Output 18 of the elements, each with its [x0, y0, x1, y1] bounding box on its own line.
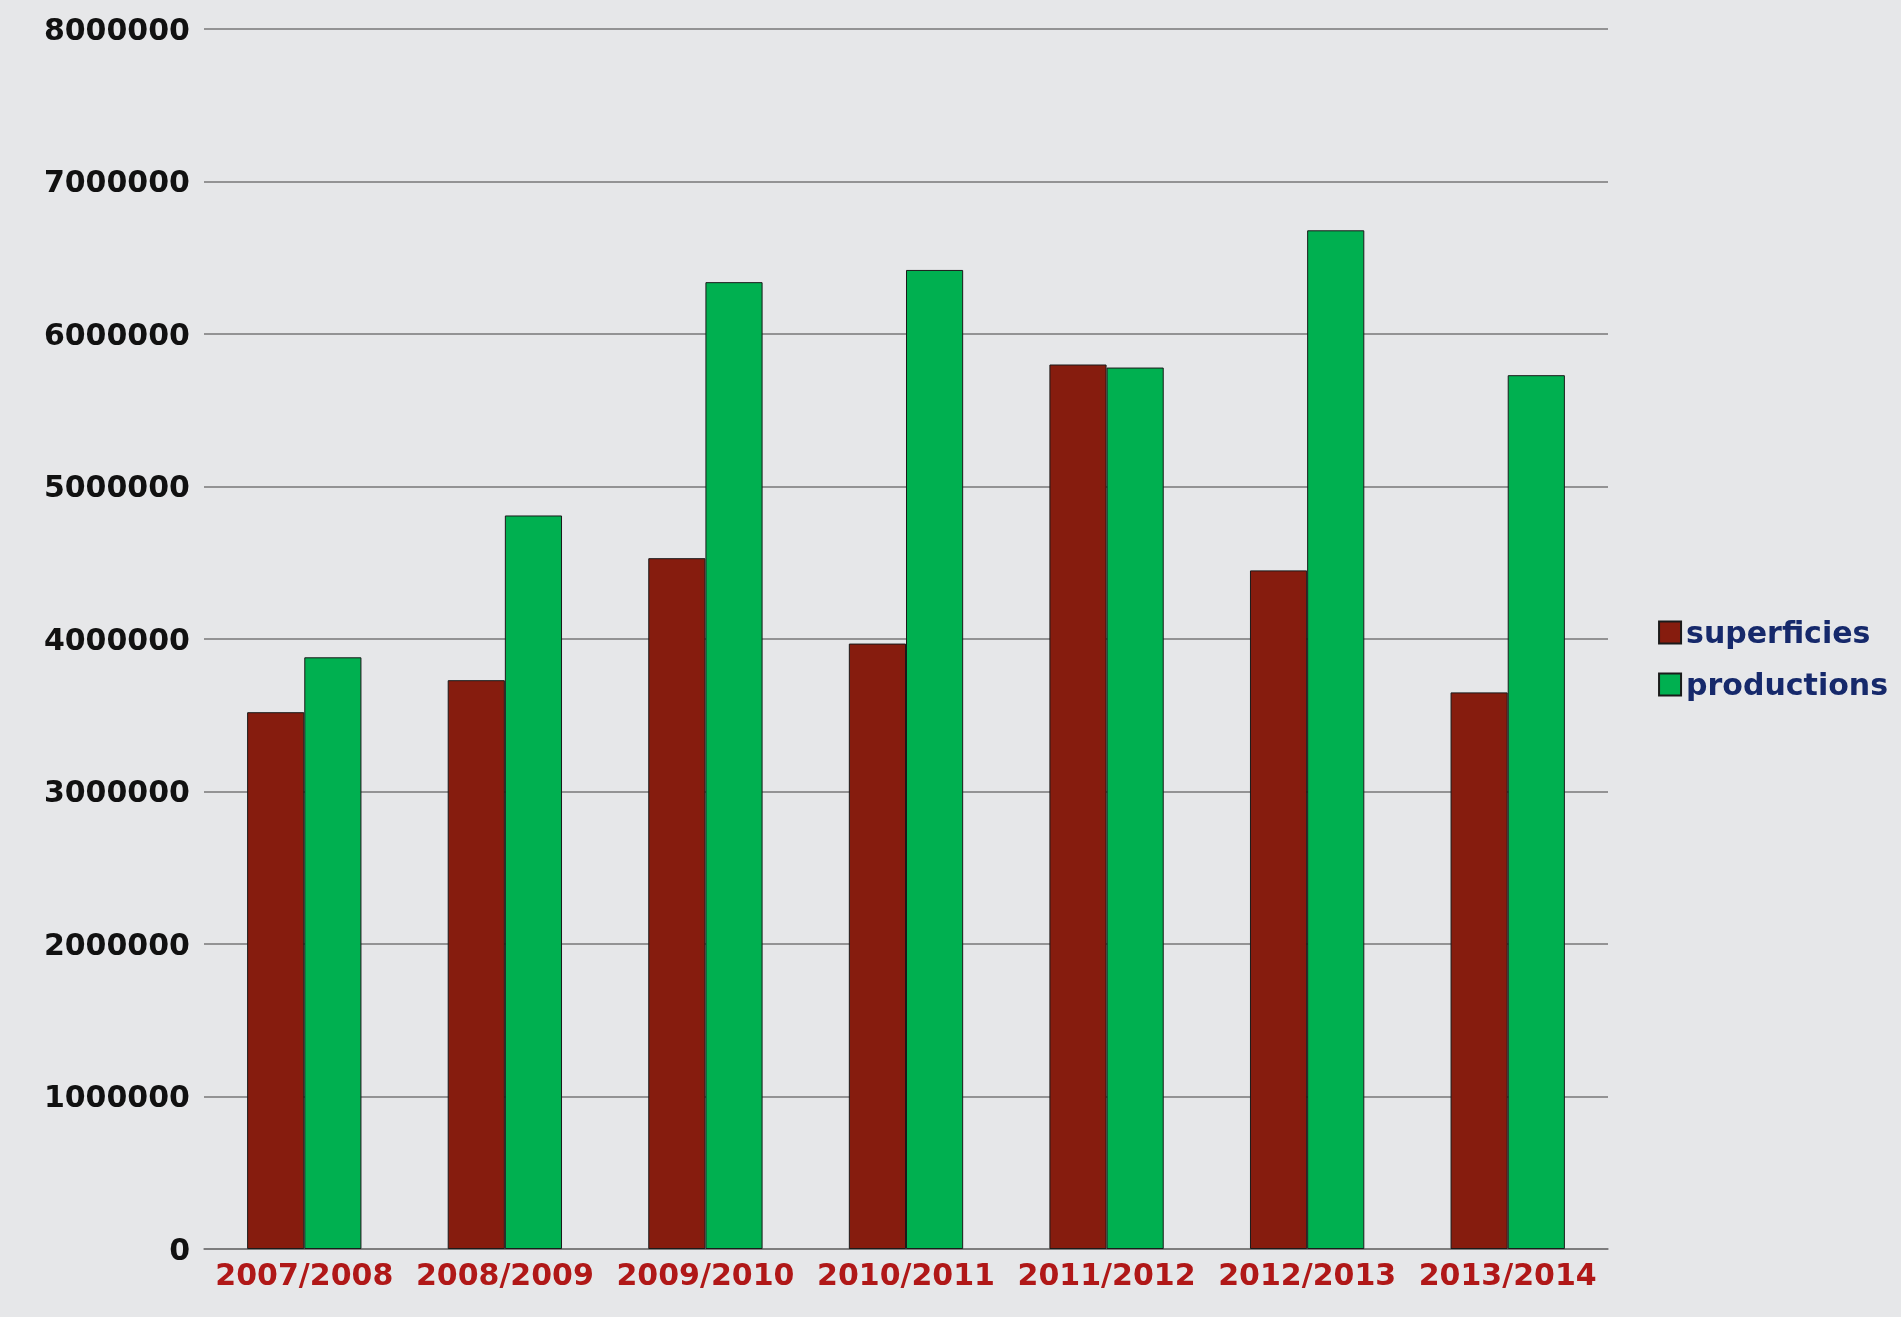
y-tick-label: 4000000	[43, 621, 190, 657]
legend-label: superficies	[1686, 615, 1871, 650]
y-tick-label: 6000000	[43, 316, 190, 352]
y-tick-label: 8000000	[43, 11, 190, 47]
x-tick-label: 2010/2011	[817, 1256, 995, 1292]
y-tick-label: 5000000	[43, 469, 190, 504]
y-tick-label: 0	[169, 1231, 190, 1267]
x-tick-label: 2013/2014	[1418, 1256, 1597, 1292]
x-tick-label: 2008/2009	[415, 1256, 594, 1292]
legend-label: productions	[1686, 667, 1889, 702]
x-tick-label: 2009/2010	[616, 1256, 795, 1292]
x-tick-label: 2007/2008	[215, 1256, 394, 1292]
x-tick-label: 2012/2013	[1218, 1256, 1397, 1292]
y-tick-label: 3000000	[43, 774, 190, 809]
x-tick-label: 2011/2012	[1017, 1256, 1196, 1292]
y-tick-label: 2000000	[43, 926, 190, 962]
y-tick-label: 7000000	[43, 164, 190, 199]
y-tick-label: 1000000	[43, 1079, 190, 1114]
